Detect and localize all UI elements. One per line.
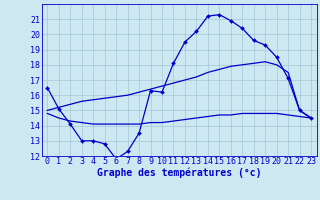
X-axis label: Graphe des températures (°c): Graphe des températures (°c) (97, 168, 261, 178)
